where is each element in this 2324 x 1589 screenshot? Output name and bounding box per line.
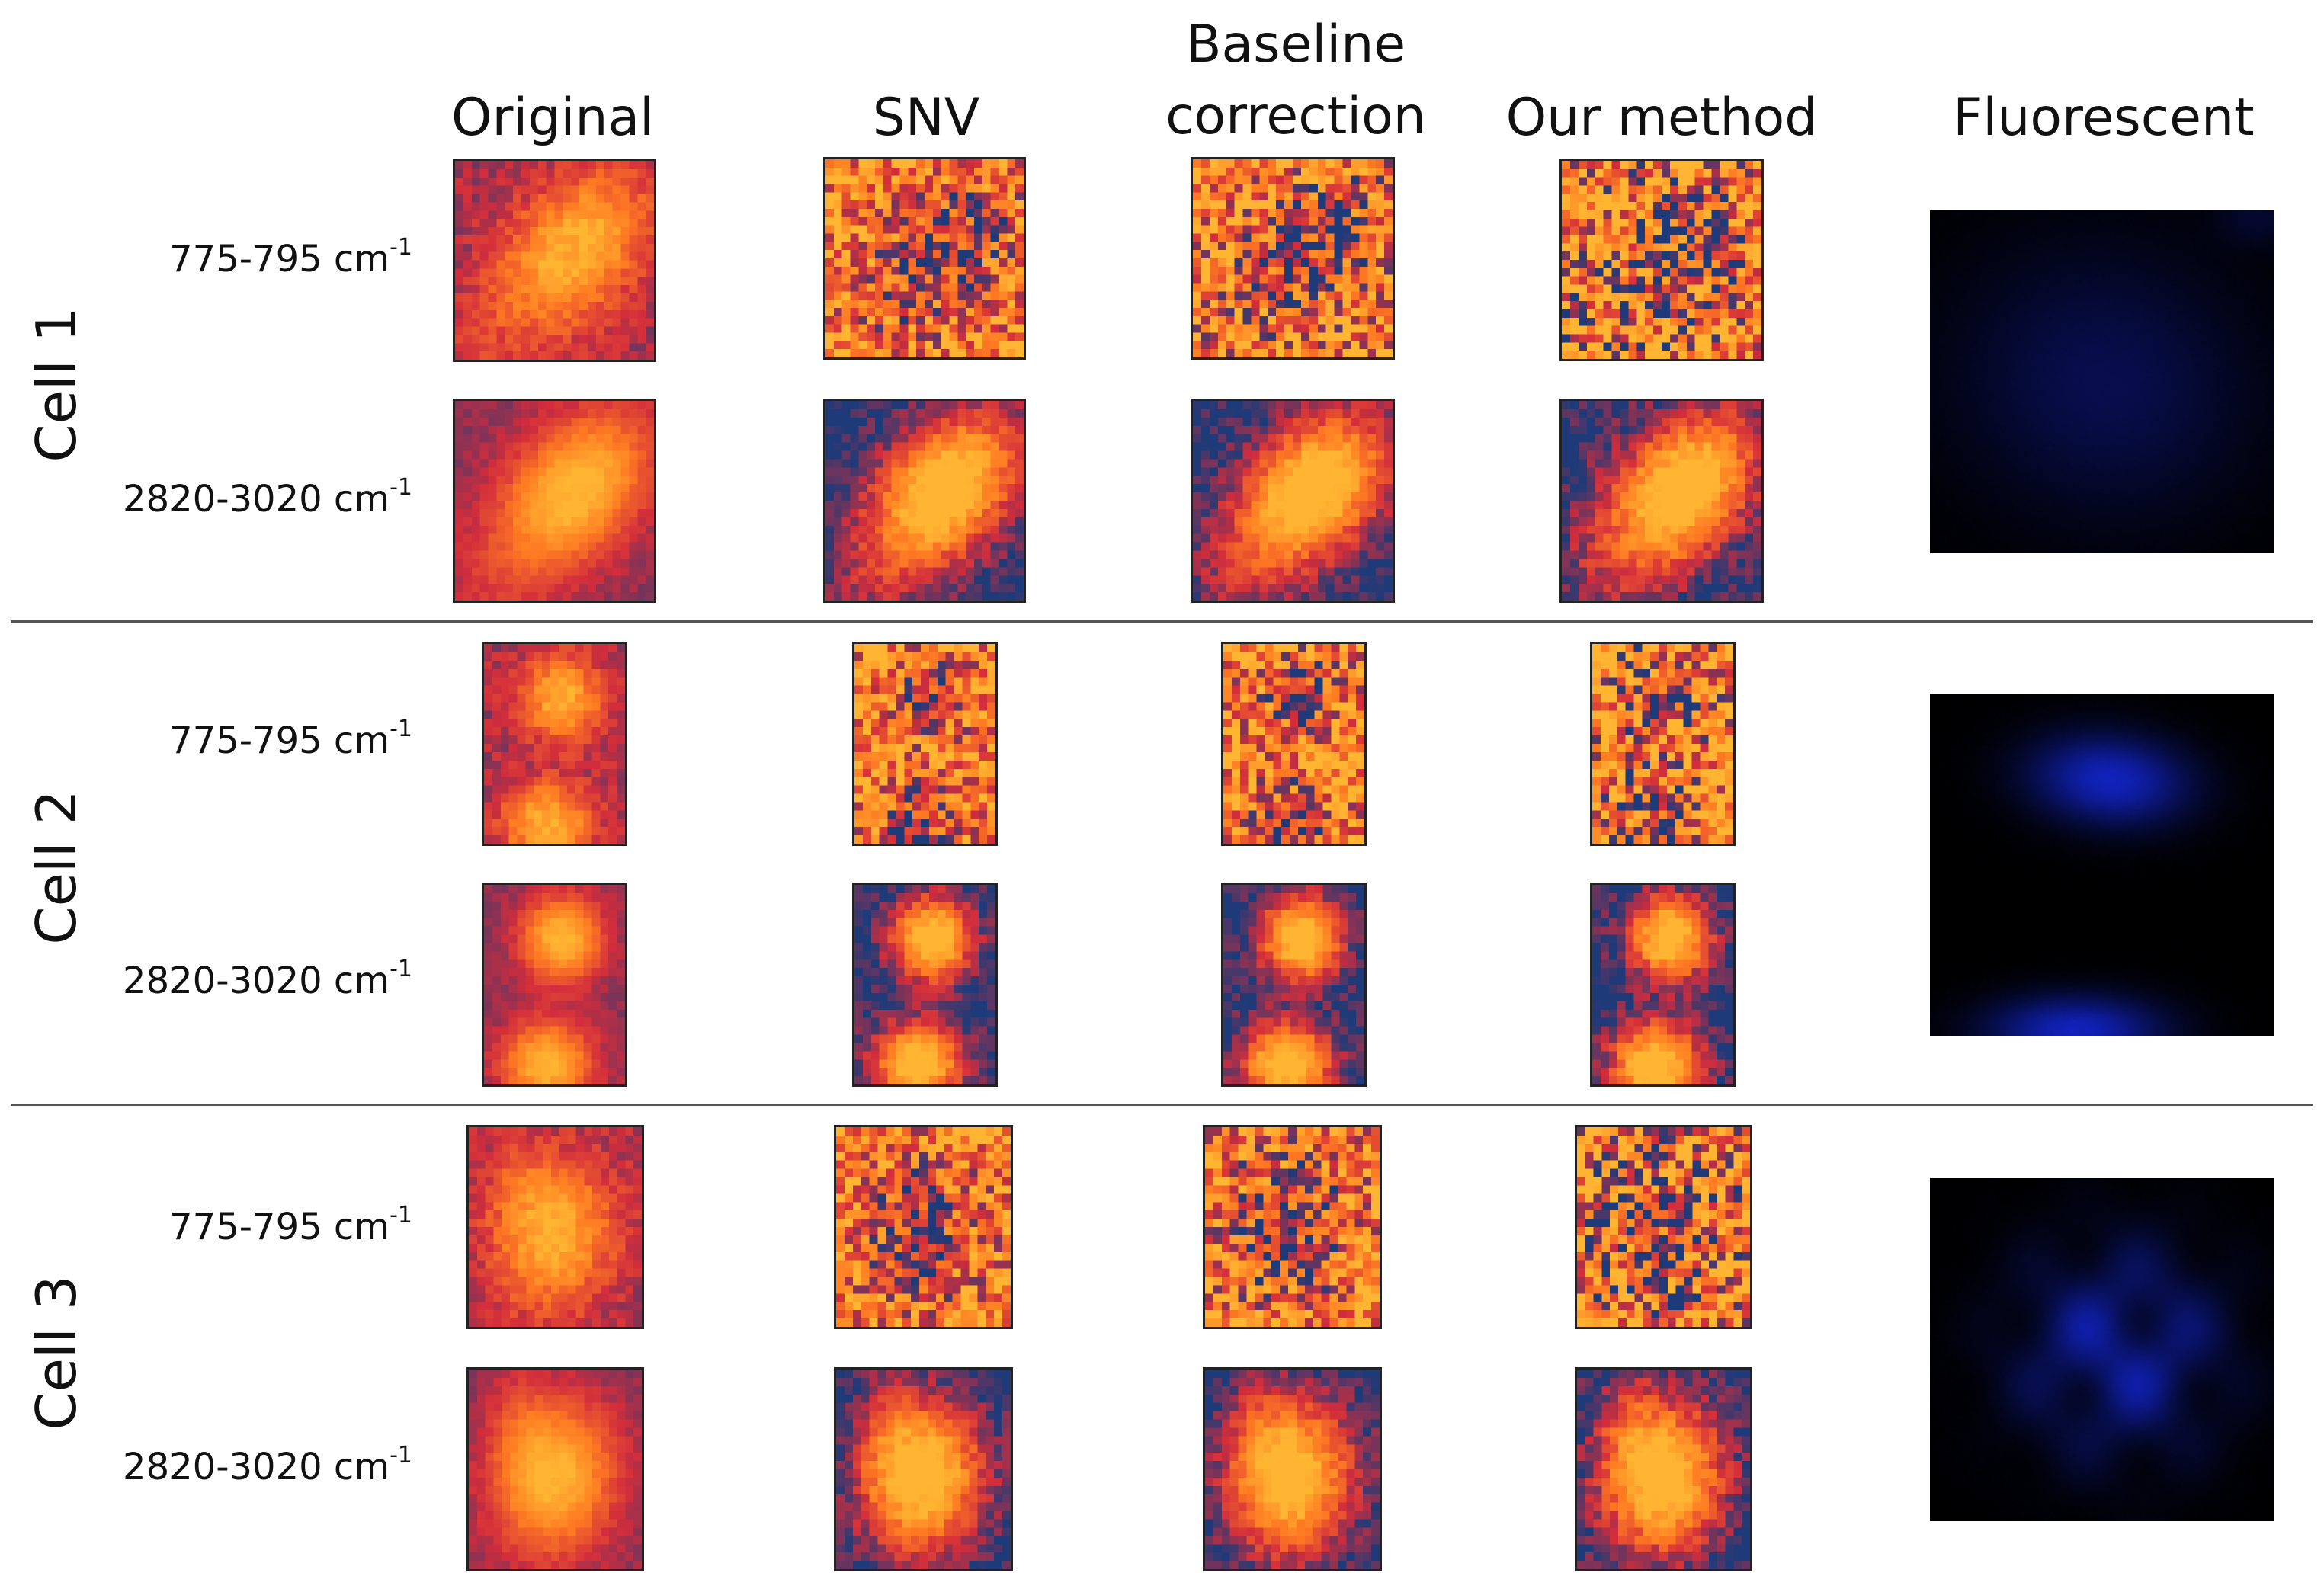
- row-label-cell2-2820: 2820-3020 cm-1: [123, 956, 412, 1003]
- heatmap-cell3-2820-original: [466, 1367, 644, 1571]
- column-title-fluorescent: Fluorescent: [1953, 88, 2255, 148]
- heatmap-cell3-2820-snv: [834, 1367, 1013, 1571]
- heatmap-cell3-2820-ourmethod: [1575, 1367, 1752, 1571]
- heatmap-cell1-775-snv: [823, 157, 1026, 360]
- heatmap-cell2-775-original: [482, 642, 627, 846]
- heatmap-cell2-2820-snv: [852, 883, 998, 1087]
- heatmap-cell1-2820-baseline: [1191, 399, 1395, 603]
- heatmap-cell3-775-snv: [834, 1125, 1013, 1329]
- heatmap-cell2-2820-original: [482, 883, 627, 1087]
- heatmap-cell3-775-baseline: [1203, 1125, 1382, 1329]
- heatmap-cell1-2820-snv: [823, 399, 1026, 603]
- row-label-cell1-775: 775-795 cm-1: [169, 234, 412, 281]
- heatmap-cell3-775-original: [466, 1125, 644, 1329]
- row-label-cell1-2820: 2820-3020 cm-1: [123, 474, 412, 521]
- fluorescent-image-cell1: [1930, 210, 2274, 553]
- heatmap-cell2-775-snv: [852, 642, 998, 846]
- heatmap-cell3-775-ourmethod: [1575, 1125, 1752, 1329]
- column-title-original: Original: [450, 88, 655, 148]
- fluorescent-image-cell3: [1930, 1178, 2274, 1521]
- column-title-baseline-correction: Baseline correction: [1165, 14, 1426, 146]
- heatmap-cell1-775-baseline: [1191, 157, 1395, 360]
- heatmap-cell3-2820-baseline: [1203, 1367, 1382, 1571]
- divider-cell1-cell2: [11, 620, 2313, 623]
- heatmap-cell1-2820-ourmethod: [1559, 399, 1764, 603]
- column-title-snv: SNV: [872, 88, 980, 148]
- heatmap-cell1-775-original: [453, 159, 656, 362]
- row-label-cell2-775: 775-795 cm-1: [169, 716, 412, 763]
- row-label-cell3-2820: 2820-3020 cm-1: [123, 1442, 412, 1489]
- heatmap-cell1-775-ourmethod: [1559, 159, 1764, 361]
- cell-label-3: Cell 3: [24, 1275, 88, 1430]
- cell-label-2: Cell 2: [24, 790, 88, 945]
- heatmap-cell2-775-ourmethod: [1590, 642, 1736, 846]
- heatmap-cell2-775-baseline: [1221, 642, 1367, 846]
- row-label-cell3-775: 775-795 cm-1: [169, 1202, 412, 1249]
- divider-cell2-cell3: [11, 1104, 2313, 1106]
- heatmap-cell2-2820-baseline: [1221, 883, 1367, 1087]
- column-title-our-method: Our method: [1505, 88, 1818, 148]
- heatmap-cell1-2820-original: [453, 399, 656, 603]
- fluorescent-image-cell2: [1930, 694, 2274, 1036]
- cell-label-1: Cell 1: [24, 307, 88, 463]
- heatmap-cell2-2820-ourmethod: [1590, 883, 1736, 1087]
